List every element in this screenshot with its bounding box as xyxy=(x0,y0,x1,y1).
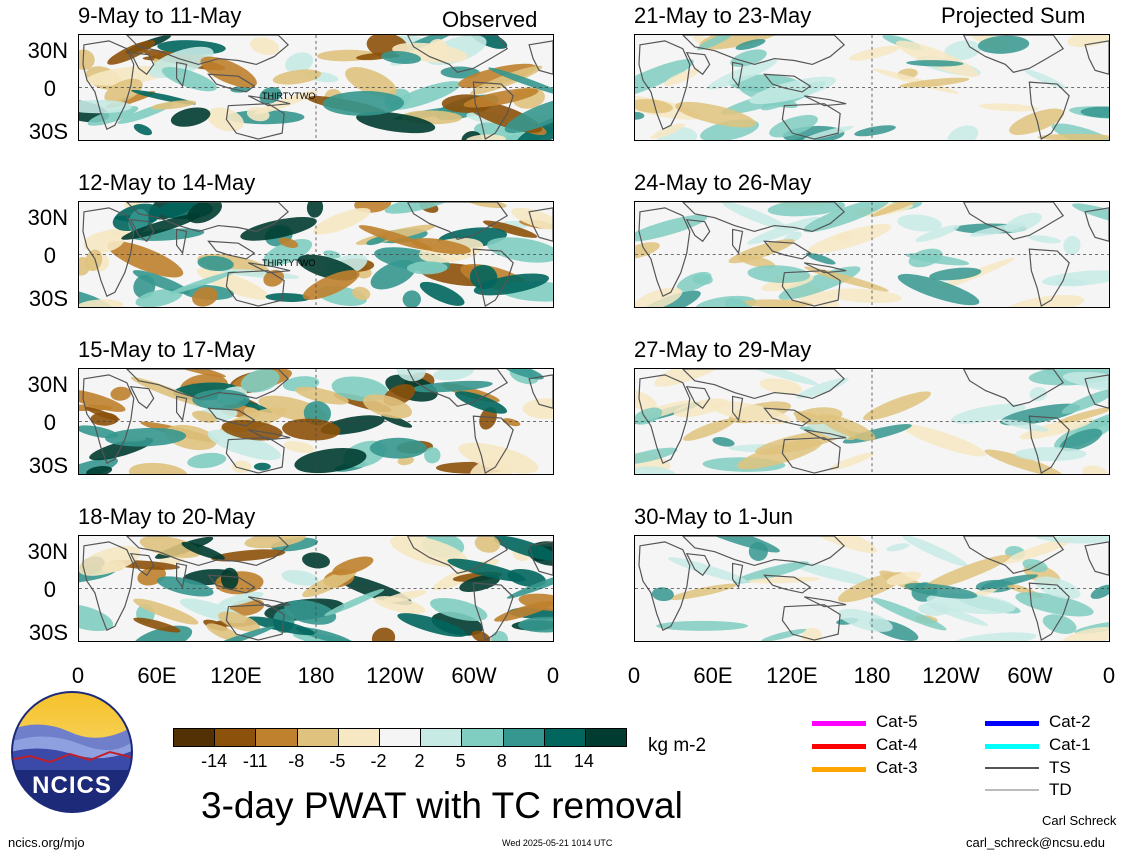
legend-line-ts xyxy=(985,767,1039,769)
colorbar-swatch xyxy=(174,729,216,746)
panel-title: 15-May to 17-May xyxy=(78,337,256,362)
lat-label: 30N xyxy=(27,372,68,397)
colorbar-tick-label: 5 xyxy=(455,751,466,771)
panel-title: 18-May to 20-May xyxy=(78,504,256,529)
lon-label: 0 xyxy=(71,663,85,688)
map-panel xyxy=(78,201,554,308)
colorbar-tick-label: -2 xyxy=(370,751,387,771)
legend-line-cat-2 xyxy=(985,721,1039,726)
colorbar-swatch xyxy=(421,729,463,746)
storm-label: THIRTYTWO xyxy=(262,258,316,268)
lon-label: 120E xyxy=(210,663,262,688)
colorbar-tick-label: -5 xyxy=(329,751,346,771)
legend-label-cat-3: Cat-3 xyxy=(876,758,918,777)
colorbar-swatch xyxy=(256,729,298,746)
lon-label: 60W xyxy=(451,663,497,688)
lon-label: 180 xyxy=(853,663,891,688)
map-panel xyxy=(78,34,554,141)
lat-label: 30N xyxy=(27,38,68,63)
colorbar-tick-label: -14 xyxy=(201,751,228,771)
lon-label: 0 xyxy=(546,663,560,688)
lat-label: 30N xyxy=(27,205,68,230)
lon-label: 120W xyxy=(366,663,424,688)
lon-label: 60E xyxy=(137,663,177,688)
colorbar-tick-label: -8 xyxy=(288,751,305,771)
lat-label: 30S xyxy=(28,620,68,645)
lon-label: 60E xyxy=(693,663,733,688)
lon-label: 0 xyxy=(1102,663,1116,688)
author-name: Carl Schreck xyxy=(1042,813,1117,828)
colorbar-swatch xyxy=(462,729,504,746)
map-panel xyxy=(634,201,1110,308)
colorbar-tick-label: 14 xyxy=(573,751,594,771)
ncics-logo: NCICS xyxy=(10,690,134,814)
legend-label-cat-5: Cat-5 xyxy=(876,712,918,731)
colorbar-tick-label: 2 xyxy=(414,751,425,771)
colorbar-tick-label: 8 xyxy=(496,751,507,771)
legend-label-td: TD xyxy=(1049,780,1072,799)
colorbar-swatch xyxy=(379,729,422,746)
map-panel xyxy=(78,535,554,642)
lat-label: 0 xyxy=(43,76,56,101)
observed-label: Observed xyxy=(442,7,538,32)
legend-line-cat-3 xyxy=(812,767,866,772)
lat-label: 0 xyxy=(43,243,56,268)
lat-label: 0 xyxy=(43,577,56,602)
lon-label: 60W xyxy=(1007,663,1053,688)
panel-title: 30-May to 1-Jun xyxy=(634,504,793,529)
legend-label-cat-2: Cat-2 xyxy=(1049,712,1091,731)
figure-title: 3-day PWAT with TC removal xyxy=(201,785,683,826)
colorbar-swatch xyxy=(544,729,586,746)
colorbar-swatch xyxy=(338,729,380,746)
lat-label: 0 xyxy=(43,410,56,435)
lon-label: 120W xyxy=(922,663,980,688)
colorbar xyxy=(173,728,627,747)
website-link[interactable]: ncics.org/mjo xyxy=(8,835,85,850)
legend-line-cat-4 xyxy=(812,744,866,749)
panel-title: 9-May to 11-May xyxy=(78,3,242,28)
legend-label-cat-1: Cat-1 xyxy=(1049,735,1091,754)
colorbar-swatch xyxy=(585,729,627,746)
lat-label: 30S xyxy=(28,119,68,144)
map-panel xyxy=(634,368,1110,475)
lon-label: 180 xyxy=(297,663,335,688)
logo-text: NCICS xyxy=(32,772,112,799)
lat-label: 30S xyxy=(28,453,68,478)
panel-title: 24-May to 26-May xyxy=(634,170,812,195)
timestamp: Wed 2025-05-21 1014 UTC xyxy=(502,838,613,848)
colorbar-tick-label: -11 xyxy=(242,751,268,771)
colorbar-swatch xyxy=(297,729,339,746)
map-panel xyxy=(634,535,1110,642)
panel-title: 27-May to 29-May xyxy=(634,337,812,362)
projected-sum-label: Projected Sum xyxy=(941,3,1086,28)
author-email[interactable]: carl_schreck@ncsu.edu xyxy=(966,835,1105,850)
legend-line-td xyxy=(985,789,1039,791)
legend-label-ts: TS xyxy=(1049,758,1071,777)
colorbar-tick-label: 11 xyxy=(533,751,553,771)
lon-label: 120E xyxy=(766,663,818,688)
map-panel xyxy=(78,368,554,475)
colorbar-units: kg m-2 xyxy=(648,735,707,756)
panel-title: 21-May to 23-May xyxy=(634,3,812,28)
colorbar-swatch xyxy=(503,729,545,746)
panel-title: 12-May to 14-May xyxy=(78,170,256,195)
colorbar-swatch xyxy=(215,729,257,746)
lat-label: 30S xyxy=(28,286,68,311)
legend-line-cat-1 xyxy=(985,744,1039,749)
storm-label: THIRTYTWO xyxy=(262,91,316,101)
legend-line-cat-5 xyxy=(812,721,866,726)
lon-label: 0 xyxy=(627,663,641,688)
lat-label: 30N xyxy=(27,539,68,564)
legend-label-cat-4: Cat-4 xyxy=(876,735,918,754)
map-panel xyxy=(634,34,1110,141)
